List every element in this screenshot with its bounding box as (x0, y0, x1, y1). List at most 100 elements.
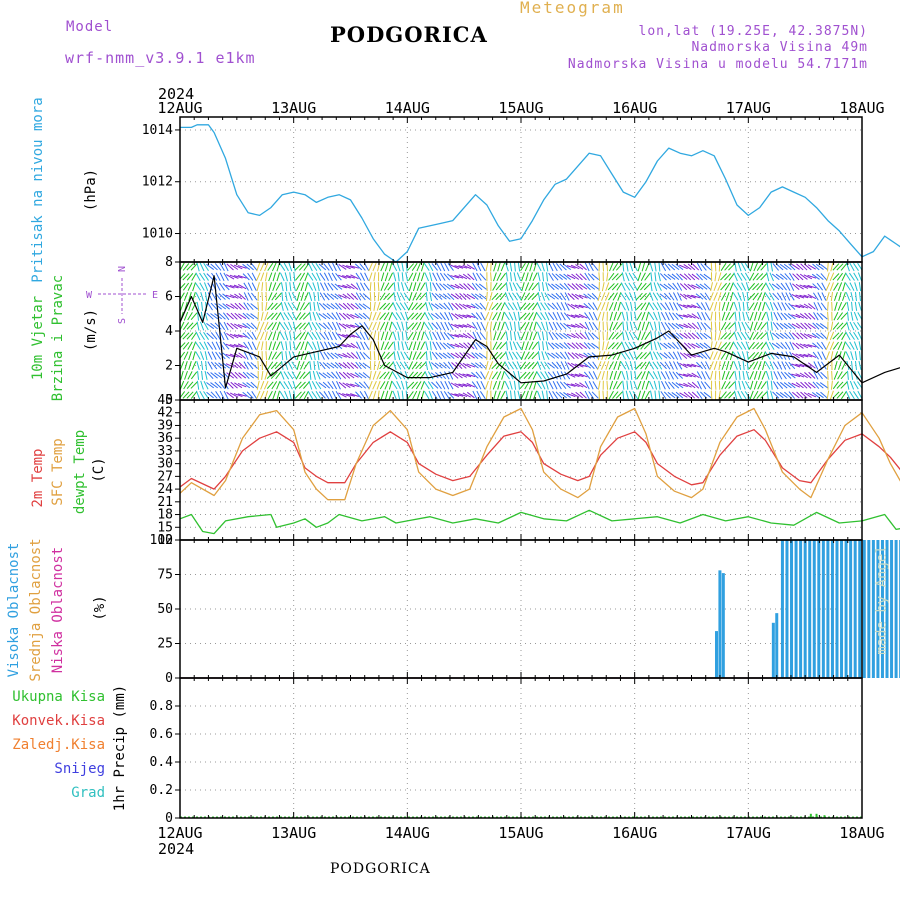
wind-arrow (401, 262, 404, 272)
wind-arrow (744, 321, 751, 331)
wind-arrow (732, 341, 739, 350)
wind-arrow (523, 302, 531, 310)
wind-arrow (656, 361, 663, 370)
wind-arrow (372, 262, 377, 272)
wind-arrow (271, 292, 278, 301)
wind-arrow (556, 322, 563, 331)
pressure-ylabel: Pritisak na nivou mora (30, 97, 46, 282)
y-tick-label: 36 (157, 431, 173, 446)
wind-arrow (637, 321, 642, 331)
wind-arrow (319, 272, 326, 281)
wind-arrow (653, 282, 658, 292)
wind-arrow (334, 342, 343, 350)
wind-arrow (720, 342, 728, 350)
wind-arrow (505, 331, 509, 341)
wind-arrow (718, 301, 721, 311)
wind-arrow (635, 292, 643, 301)
wind-arrow (429, 291, 433, 302)
wind-arrow (454, 265, 464, 269)
wind-arrow (415, 361, 423, 370)
wind-arrow (355, 302, 362, 310)
wind-arrow (532, 272, 538, 282)
wind-arrow (387, 292, 395, 301)
wind-arrow (800, 391, 808, 399)
wind-arrow (783, 323, 792, 330)
wind-arrow (733, 390, 738, 400)
wind-arrow (827, 301, 829, 311)
wind-arrow (312, 341, 317, 351)
wind-arrow (761, 311, 767, 321)
wind-arrow (377, 341, 380, 351)
wind-arrow (247, 282, 253, 291)
wind-arrow (183, 351, 189, 360)
wind-arrow (495, 282, 503, 291)
wind-arrow (849, 341, 855, 350)
wind-arrow (229, 284, 239, 289)
wind-arrow (311, 391, 318, 400)
wind-arrow (416, 321, 422, 331)
elevation-label: Nadmorska Visina 49m (691, 40, 868, 55)
wind-arrow-group (180, 262, 862, 400)
wind-arrow (267, 302, 274, 311)
wind-arrow (261, 370, 264, 380)
wind-arrow (425, 301, 429, 311)
wind-arrow (830, 351, 834, 361)
wind-arrow (300, 351, 305, 361)
wind-arrow (753, 262, 758, 272)
wind-arrow (342, 371, 351, 379)
wind-arrow (620, 282, 626, 291)
wind-arrow (628, 331, 634, 341)
wind-arrow (496, 371, 502, 380)
wind-arrow (637, 390, 642, 400)
wind-arrow (709, 292, 714, 301)
wind-arrow (800, 332, 808, 340)
wind-arrow (796, 391, 804, 399)
wind-arrow (474, 293, 483, 300)
wind-arrow (383, 312, 390, 321)
wind-arrow (420, 262, 425, 272)
wind-arrow (833, 292, 838, 301)
wind-arrow (587, 361, 595, 370)
wind-arrow (624, 351, 631, 360)
wind-arrow (412, 282, 417, 292)
wind-arrow (762, 361, 766, 370)
wind-arrow (658, 262, 661, 272)
wind-arrow (788, 322, 796, 330)
wind-arrow (289, 331, 292, 341)
wind-arrow (191, 331, 198, 340)
wind-arrow (379, 292, 386, 301)
wind-arrow (372, 390, 377, 400)
wind-arrow (210, 361, 218, 370)
wind-arrow (275, 312, 282, 321)
wind-arrow (536, 371, 542, 380)
wind-arrow (799, 372, 808, 379)
wind-arrow (556, 311, 562, 321)
wind-arrow (242, 273, 250, 281)
wind-arrow (251, 272, 257, 282)
wind-arrow (540, 321, 546, 331)
wind-arrow (376, 311, 381, 321)
wind-arrow (219, 262, 225, 272)
wind-arrow (380, 262, 385, 272)
wind-arrow (419, 351, 426, 360)
wind-arrow (613, 301, 618, 311)
wind-arrow (560, 292, 567, 301)
wind-arrow (766, 331, 770, 341)
wind-arrow (183, 292, 189, 301)
wind-arrow (350, 342, 359, 349)
wind-arrow (218, 362, 227, 369)
wind-arrow (287, 380, 293, 390)
wind-arrow (454, 283, 463, 290)
wind-arrow (536, 381, 542, 390)
wind-unit: (m/s) (83, 309, 99, 351)
wind-arrow (833, 282, 839, 291)
wind-arrow (639, 352, 647, 360)
wind-arrow (435, 312, 443, 320)
wind-arrow (808, 382, 816, 389)
wind-arrow (360, 282, 366, 291)
wind-arrow (644, 361, 650, 370)
wind-arrow (728, 332, 735, 340)
wind-arrow (380, 272, 385, 282)
wind-arrow (591, 352, 599, 360)
wind-arrow (304, 341, 309, 351)
